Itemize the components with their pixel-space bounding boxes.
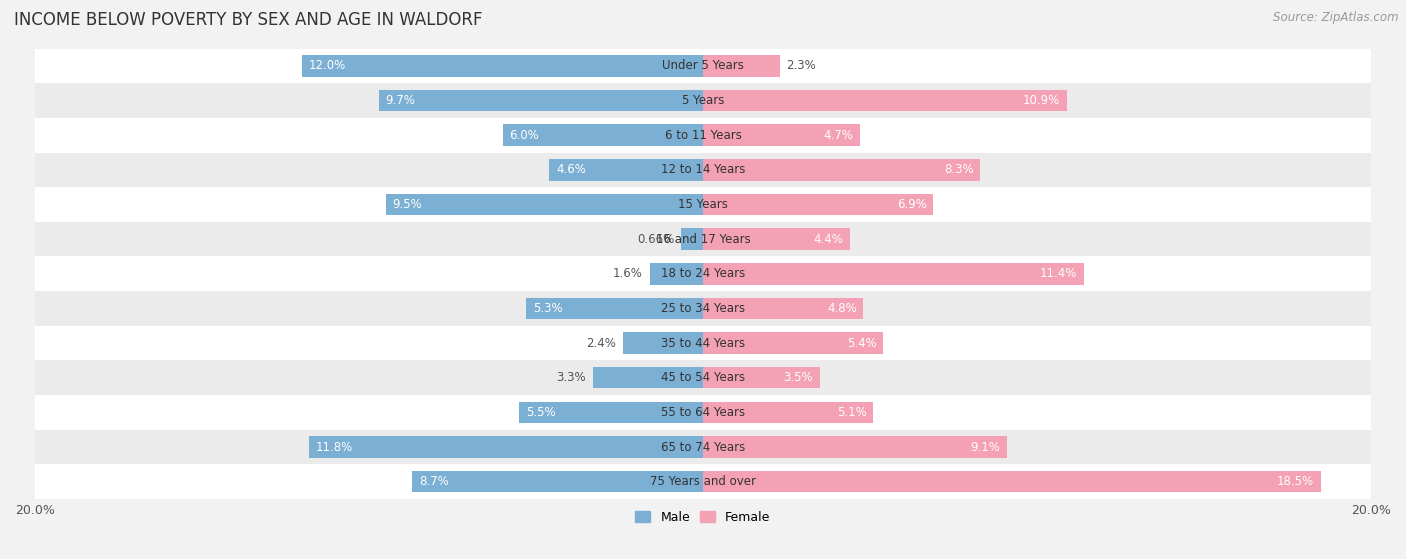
Bar xyxy=(412,471,703,492)
Text: 11.8%: 11.8% xyxy=(315,440,353,453)
Text: 65 to 74 Years: 65 to 74 Years xyxy=(661,440,745,453)
Bar xyxy=(703,263,1084,285)
Bar xyxy=(526,298,703,319)
Text: 25 to 34 Years: 25 to 34 Years xyxy=(661,302,745,315)
Bar xyxy=(35,118,1371,153)
Text: 8.3%: 8.3% xyxy=(943,163,973,176)
Bar xyxy=(385,194,703,215)
Text: 16 and 17 Years: 16 and 17 Years xyxy=(655,233,751,245)
Text: 6.0%: 6.0% xyxy=(509,129,538,141)
Text: 12 to 14 Years: 12 to 14 Years xyxy=(661,163,745,176)
Text: 4.7%: 4.7% xyxy=(824,129,853,141)
Bar xyxy=(703,367,820,389)
Bar xyxy=(550,159,703,181)
Bar xyxy=(35,465,1371,499)
Bar xyxy=(681,229,703,250)
Text: INCOME BELOW POVERTY BY SEX AND AGE IN WALDORF: INCOME BELOW POVERTY BY SEX AND AGE IN W… xyxy=(14,11,482,29)
Bar xyxy=(703,437,1007,458)
Text: 4.8%: 4.8% xyxy=(827,302,856,315)
Text: Source: ZipAtlas.com: Source: ZipAtlas.com xyxy=(1274,11,1399,24)
Text: 55 to 64 Years: 55 to 64 Years xyxy=(661,406,745,419)
Text: 5.3%: 5.3% xyxy=(533,302,562,315)
Text: 5.5%: 5.5% xyxy=(526,406,555,419)
Bar xyxy=(302,55,703,77)
Text: Under 5 Years: Under 5 Years xyxy=(662,59,744,72)
Text: 6.9%: 6.9% xyxy=(897,198,927,211)
Text: 11.4%: 11.4% xyxy=(1040,267,1077,280)
Bar xyxy=(309,437,703,458)
Text: 2.4%: 2.4% xyxy=(586,337,616,349)
Bar xyxy=(35,257,1371,291)
Text: 18 to 24 Years: 18 to 24 Years xyxy=(661,267,745,280)
Text: 75 Years and over: 75 Years and over xyxy=(650,475,756,488)
Bar xyxy=(35,222,1371,257)
Text: 3.5%: 3.5% xyxy=(783,371,813,384)
Text: 1.6%: 1.6% xyxy=(613,267,643,280)
Legend: Male, Female: Male, Female xyxy=(630,506,776,529)
Bar xyxy=(35,361,1371,395)
Text: 35 to 44 Years: 35 to 44 Years xyxy=(661,337,745,349)
Text: 45 to 54 Years: 45 to 54 Years xyxy=(661,371,745,384)
Text: 8.7%: 8.7% xyxy=(419,475,449,488)
Text: 0.66%: 0.66% xyxy=(637,233,675,245)
Bar xyxy=(35,153,1371,187)
Text: 15 Years: 15 Years xyxy=(678,198,728,211)
Text: 5.4%: 5.4% xyxy=(846,337,877,349)
Bar xyxy=(35,49,1371,83)
Text: 10.9%: 10.9% xyxy=(1024,94,1060,107)
Bar xyxy=(703,194,934,215)
Text: 9.1%: 9.1% xyxy=(970,440,1000,453)
Text: 4.6%: 4.6% xyxy=(555,163,586,176)
Bar xyxy=(519,402,703,423)
Bar xyxy=(703,125,860,146)
Bar xyxy=(623,333,703,354)
Text: 12.0%: 12.0% xyxy=(309,59,346,72)
Bar xyxy=(35,395,1371,430)
Bar xyxy=(703,90,1067,111)
Text: 18.5%: 18.5% xyxy=(1277,475,1315,488)
Bar xyxy=(703,333,883,354)
Bar xyxy=(703,402,873,423)
Bar xyxy=(35,83,1371,118)
Bar xyxy=(703,229,851,250)
Bar xyxy=(650,263,703,285)
Bar xyxy=(703,298,863,319)
Bar xyxy=(35,430,1371,465)
Text: 5 Years: 5 Years xyxy=(682,94,724,107)
Bar xyxy=(35,187,1371,222)
Bar xyxy=(703,159,980,181)
Text: 5.1%: 5.1% xyxy=(837,406,866,419)
Text: 4.4%: 4.4% xyxy=(814,233,844,245)
Bar xyxy=(502,125,703,146)
Bar xyxy=(35,326,1371,361)
Text: 2.3%: 2.3% xyxy=(786,59,817,72)
Bar xyxy=(593,367,703,389)
Bar xyxy=(703,55,780,77)
Bar xyxy=(703,471,1322,492)
Text: 9.5%: 9.5% xyxy=(392,198,422,211)
Text: 3.3%: 3.3% xyxy=(557,371,586,384)
Text: 9.7%: 9.7% xyxy=(385,94,416,107)
Bar xyxy=(380,90,703,111)
Bar xyxy=(35,291,1371,326)
Text: 6 to 11 Years: 6 to 11 Years xyxy=(665,129,741,141)
